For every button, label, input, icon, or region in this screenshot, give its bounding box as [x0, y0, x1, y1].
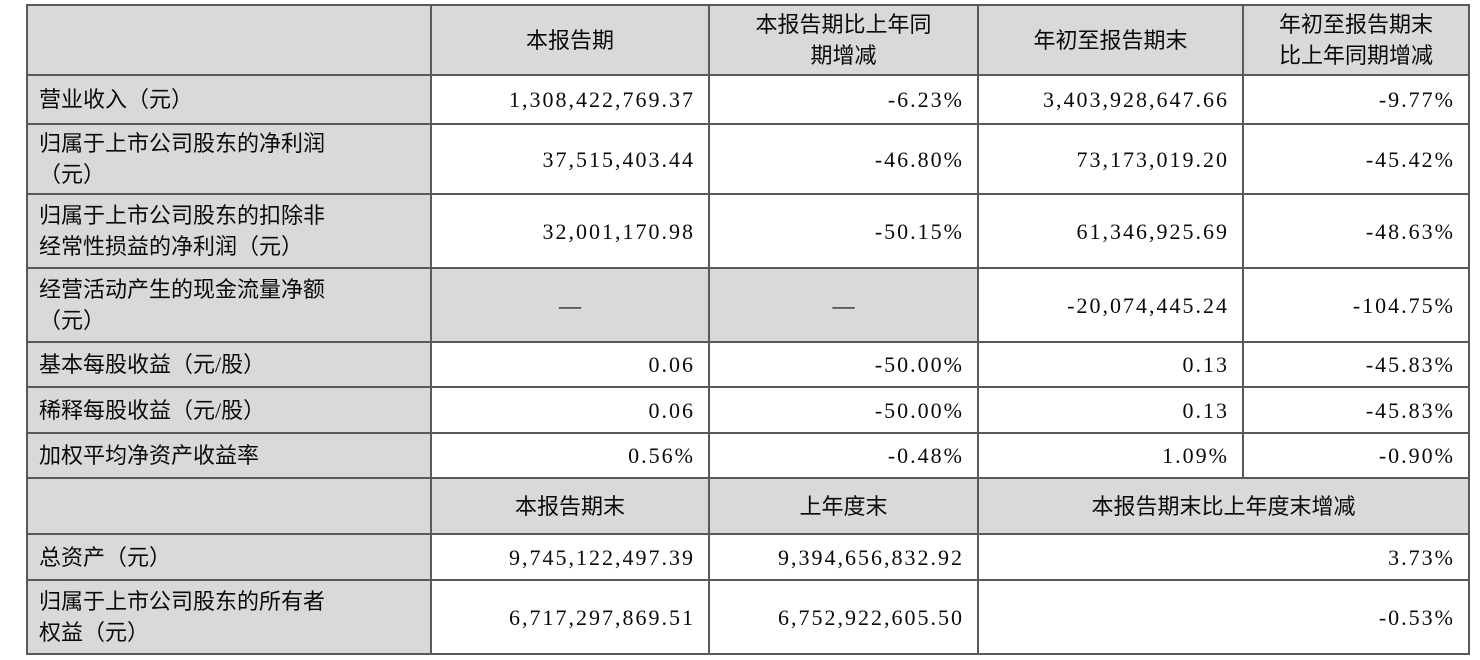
table-row-total-assets: 总资产（元） 9,745,122,497.39 9,394,656,832.92…	[26, 533, 1470, 581]
header-current-period: 本报告期	[430, 4, 710, 76]
value-ytd-change: -45.42%	[1242, 123, 1470, 195]
value-ytd: 1.09%	[977, 432, 1244, 479]
value-ytd-change: -45.83%	[1242, 386, 1470, 434]
value-current-change: -6.23%	[708, 74, 979, 125]
table-row-net-profit-excl-nonrecurring: 归属于上市公司股东的扣除非 经常性损益的净利润（元） 32,001,170.98…	[26, 193, 1470, 269]
header-period-end: 本报告期末	[430, 477, 710, 535]
value-prior-year-end: 6,752,922,605.50	[708, 579, 979, 655]
value-ytd-change: -104.75%	[1242, 267, 1470, 343]
value-ytd: -20,074,445.24	[977, 267, 1244, 343]
row-label: 经营活动产生的现金流量净额 （元）	[26, 267, 432, 343]
row-label: 加权平均净资产收益率	[26, 432, 432, 479]
value-current: 37,515,403.44	[430, 123, 710, 195]
financial-summary-table: 本报告期 本报告期比上年同 期增减 年初至报告期末 年初至报告期末 比上年同期增…	[26, 4, 1470, 655]
header-blank-cell	[26, 4, 432, 76]
header-current-period-change: 本报告期比上年同 期增减	[708, 4, 979, 76]
table-row-operating-revenue: 营业收入（元） 1,308,422,769.37 -6.23% 3,403,92…	[26, 74, 1470, 125]
table-row-diluted-eps: 稀释每股收益（元/股） 0.06 -50.00% 0.13 -45.83%	[26, 386, 1470, 434]
table-row-equity: 归属于上市公司股东的所有者 权益（元） 6,717,297,869.51 6,7…	[26, 579, 1470, 655]
value-current: 0.56%	[430, 432, 710, 479]
value-prior-year-end: 9,394,656,832.92	[708, 533, 979, 581]
value-ytd: 3,403,928,647.66	[977, 74, 1244, 125]
row-label: 营业收入（元）	[26, 74, 432, 125]
table-row-basic-eps: 基本每股收益（元/股） 0.06 -50.00% 0.13 -45.83%	[26, 341, 1470, 388]
table-header-row-balance: 本报告期末 上年度末 本报告期末比上年度末增减	[26, 477, 1470, 535]
value-ytd: 73,173,019.20	[977, 123, 1244, 195]
value-change: 3.73%	[977, 533, 1470, 581]
row-label: 稀释每股收益（元/股）	[26, 386, 432, 434]
table-row-weighted-avg-roe: 加权平均净资产收益率 0.56% -0.48% 1.09% -0.90%	[26, 432, 1470, 479]
value-ytd-change: -48.63%	[1242, 193, 1470, 269]
value-ytd: 61,346,925.69	[977, 193, 1244, 269]
value-ytd-change: -45.83%	[1242, 341, 1470, 388]
value-current-change-dash: —	[708, 267, 979, 343]
row-label: 归属于上市公司股东的扣除非 经常性损益的净利润（元）	[26, 193, 432, 269]
header-period-end-change: 本报告期末比上年度末增减	[977, 477, 1470, 535]
table-row-operating-cash-flow: 经营活动产生的现金流量净额 （元） — — -20,074,445.24 -10…	[26, 267, 1470, 343]
value-current-dash: —	[430, 267, 710, 343]
value-current-change: -50.00%	[708, 386, 979, 434]
value-current: 32,001,170.98	[430, 193, 710, 269]
value-ytd: 0.13	[977, 341, 1244, 388]
value-current-change: -50.15%	[708, 193, 979, 269]
value-current: 1,308,422,769.37	[430, 74, 710, 125]
value-change: -0.53%	[977, 579, 1470, 655]
value-current-change: -46.80%	[708, 123, 979, 195]
value-ytd-change: -9.77%	[1242, 74, 1470, 125]
row-label: 归属于上市公司股东的净利润 （元）	[26, 123, 432, 195]
header-ytd: 年初至报告期末	[977, 4, 1244, 76]
value-period-end: 9,745,122,497.39	[430, 533, 710, 581]
table-row-net-profit: 归属于上市公司股东的净利润 （元） 37,515,403.44 -46.80% …	[26, 123, 1470, 195]
table-header-row-period: 本报告期 本报告期比上年同 期增减 年初至报告期末 年初至报告期末 比上年同期增…	[26, 4, 1470, 76]
row-label: 归属于上市公司股东的所有者 权益（元）	[26, 579, 432, 655]
row-label: 总资产（元）	[26, 533, 432, 581]
value-current: 0.06	[430, 386, 710, 434]
value-current-change: -50.00%	[708, 341, 979, 388]
value-ytd-change: -0.90%	[1242, 432, 1470, 479]
value-current: 0.06	[430, 341, 710, 388]
header-ytd-change: 年初至报告期末 比上年同期增减	[1242, 4, 1470, 76]
header-prior-year-end: 上年度末	[708, 477, 979, 535]
value-current-change: -0.48%	[708, 432, 979, 479]
value-period-end: 6,717,297,869.51	[430, 579, 710, 655]
row-label: 基本每股收益（元/股）	[26, 341, 432, 388]
header-blank-cell	[26, 477, 432, 535]
value-ytd: 0.13	[977, 386, 1244, 434]
